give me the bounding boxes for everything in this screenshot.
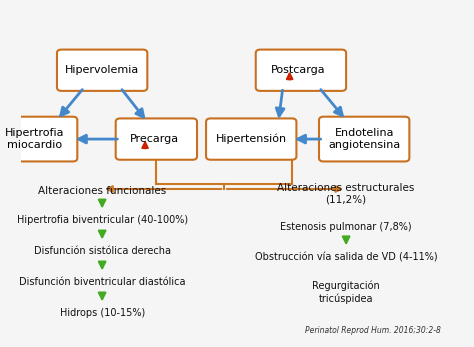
Text: Postcarga: Postcarga bbox=[271, 65, 326, 75]
Text: Alteraciones estructurales
(11,2%): Alteraciones estructurales (11,2%) bbox=[277, 183, 415, 205]
FancyBboxPatch shape bbox=[116, 118, 197, 160]
Text: Hipertrofia biventricular (40-100%): Hipertrofia biventricular (40-100%) bbox=[17, 215, 188, 225]
Text: Hipertrofia
miocardio: Hipertrofia miocardio bbox=[5, 128, 64, 150]
FancyBboxPatch shape bbox=[319, 117, 410, 161]
Text: Endotelina
angiotensina: Endotelina angiotensina bbox=[328, 128, 401, 150]
Text: Estenosis pulmonar (7,8%): Estenosis pulmonar (7,8%) bbox=[280, 222, 412, 232]
Text: Regurgitación
tricúspidea: Regurgitación tricúspidea bbox=[312, 281, 380, 304]
FancyBboxPatch shape bbox=[0, 117, 77, 161]
Text: Obstrucción vía salida de VD (4-11%): Obstrucción vía salida de VD (4-11%) bbox=[255, 253, 438, 263]
Text: Alteraciones funcionales: Alteraciones funcionales bbox=[38, 186, 166, 196]
Text: Hidrops (10-15%): Hidrops (10-15%) bbox=[60, 308, 145, 318]
FancyBboxPatch shape bbox=[206, 118, 296, 160]
Text: Perinatol Reprod Hum. 2016;30:2-8: Perinatol Reprod Hum. 2016;30:2-8 bbox=[305, 326, 441, 335]
Text: Hipervolemia: Hipervolemia bbox=[65, 65, 139, 75]
Text: Disfunción biventricular diastólica: Disfunción biventricular diastólica bbox=[19, 277, 185, 287]
FancyBboxPatch shape bbox=[256, 50, 346, 91]
FancyBboxPatch shape bbox=[57, 50, 147, 91]
Text: Precarga: Precarga bbox=[129, 134, 179, 144]
Text: Hipertensión: Hipertensión bbox=[216, 134, 287, 144]
Text: Disfunción sistólica derecha: Disfunción sistólica derecha bbox=[34, 246, 171, 256]
